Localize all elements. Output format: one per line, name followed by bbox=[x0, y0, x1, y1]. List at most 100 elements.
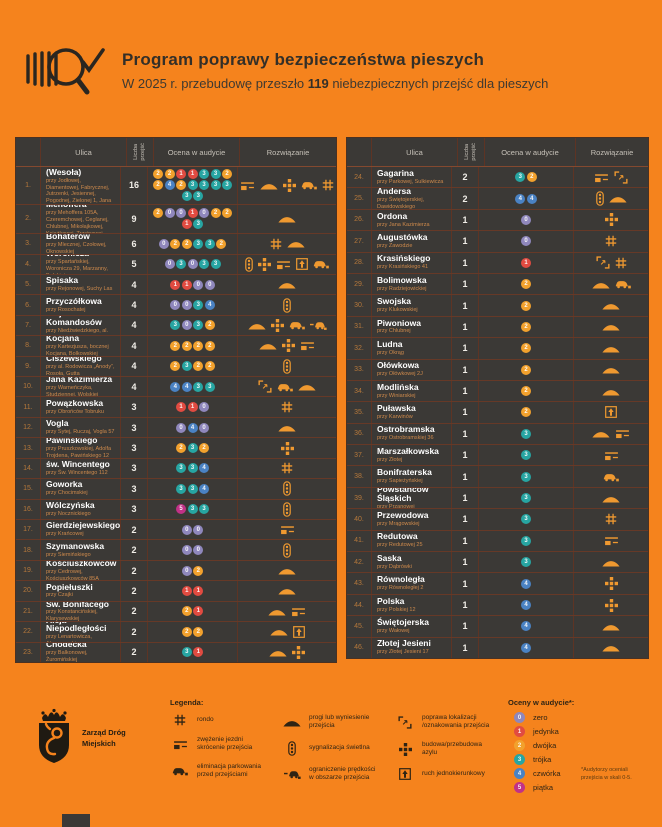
table-row: 13. Pawińskiego przy Pruszkowskiej, Adolfa… bbox=[16, 437, 336, 458]
rating-dot-2: 2 bbox=[521, 321, 531, 332]
roundabout-icon bbox=[322, 179, 334, 191]
traffic-light-icon bbox=[283, 542, 291, 558]
crossings-count-cell: 1 bbox=[451, 252, 478, 273]
street-cell: Jana Kazimierza przy Warneńczyka, Studzie… bbox=[40, 377, 120, 397]
table-row: 18. Szymanowska przy Siemińskiego 2 0 0 bbox=[16, 539, 336, 560]
crossings-count-cell: 2 bbox=[120, 601, 147, 622]
street-location: przy Rosochatej bbox=[46, 306, 86, 313]
street-cell: Złotej Jesieni przy Złotej Jesieni 17 bbox=[371, 637, 451, 658]
rating-dot-3: 3 bbox=[193, 238, 204, 249]
crossings-count-cell: 1 bbox=[451, 209, 478, 231]
crossings-count: 2 bbox=[131, 647, 137, 658]
street-cell: Mehoffera przy Mehoffera 105A, Czeremchow… bbox=[40, 204, 120, 234]
crossings-count: 1 bbox=[462, 236, 468, 247]
rank-number: 31. bbox=[354, 323, 364, 331]
rank-number: 15. bbox=[23, 485, 33, 493]
street-location: przy Polskiej 12 bbox=[377, 606, 416, 613]
audit-ratings-cell: 2 bbox=[478, 380, 573, 402]
table-row: 37. Marszałkowska przy Złotej 1 3 bbox=[347, 444, 648, 466]
audit-ratings-cell: 3 bbox=[478, 509, 573, 530]
rank-number: 13. bbox=[23, 444, 33, 452]
traffic-light-icon bbox=[282, 741, 302, 756]
rating-dot-2: 2 bbox=[199, 443, 209, 453]
table-row: 8. Kocjana przy Kartezjusza, bocznej Kocja… bbox=[16, 335, 336, 356]
column-solution: Rozwiązanie bbox=[239, 138, 336, 166]
magnifier-checkmark-icon bbox=[24, 36, 110, 109]
street-location: przy Obrońców Tobruku bbox=[46, 408, 104, 415]
table-row: 4. Woroniczaprzy Spartańskiej, Woronicza … bbox=[16, 253, 336, 274]
rating-dot-4: 4 bbox=[204, 300, 215, 311]
rating-dot-2: 2 bbox=[521, 386, 531, 397]
street-location: przy Nocznickiego bbox=[46, 510, 91, 517]
table-row: 27. Augustówka przy Zawodzie 1 0 bbox=[347, 230, 648, 252]
table-row: 14. św. Wincentego przy Św. Wincentego 112… bbox=[16, 457, 336, 479]
column-count-label: Liczba przejść bbox=[133, 143, 146, 161]
solutions-cell bbox=[237, 274, 336, 295]
street-name: Powstańców Śląskich bbox=[377, 486, 429, 504]
audit-ratings-cell: 2 bbox=[478, 338, 573, 359]
crossings-count: 4 bbox=[131, 381, 137, 392]
audit-ratings-cell: 0 bbox=[478, 231, 573, 252]
street-name: Aleja Komandosów bbox=[46, 316, 102, 328]
rating-dot-0: 0 bbox=[521, 236, 531, 247]
rank-number: 37. bbox=[354, 451, 364, 459]
road-narrowing-icon bbox=[615, 428, 630, 439]
solutions-cell bbox=[573, 423, 648, 445]
speed-hump-icon bbox=[269, 648, 287, 657]
roundabout-icon bbox=[170, 714, 190, 726]
roundabout-icon bbox=[605, 235, 617, 247]
solutions-cell bbox=[237, 479, 336, 499]
rating-dot-2: 2 bbox=[153, 208, 163, 219]
rating-dot-0: 0 bbox=[187, 259, 198, 270]
legend-column-1: rondo zwężenie jezdni skrócenie przejścia… bbox=[170, 714, 276, 780]
row-rank: 27. bbox=[347, 231, 371, 251]
rating-dot-2: 2 bbox=[153, 169, 163, 180]
rank-number: 27. bbox=[354, 237, 364, 245]
rank-number: 23. bbox=[23, 648, 33, 656]
table-row: 45. Świętojerska przy Wałowej 1 4 bbox=[347, 615, 648, 637]
refuge-island-icon bbox=[604, 213, 618, 227]
crossings-count: 3 bbox=[131, 463, 137, 474]
crossings-count: 2 bbox=[131, 585, 137, 596]
crossings-count: 1 bbox=[462, 535, 468, 546]
street-location: przy Jana Kazimierza bbox=[377, 221, 430, 228]
table-row: 41. Redutowa przy Redutowej 25 1 3 bbox=[347, 529, 648, 552]
street-name: Redutowa bbox=[377, 531, 418, 542]
rating-dot-0: 0 bbox=[176, 422, 186, 433]
crossings-count-cell: 2 bbox=[120, 581, 147, 601]
rating-dot-2: 2 bbox=[514, 740, 525, 751]
audit-ratings-cell: 3 bbox=[478, 466, 573, 487]
row-rank: 22. bbox=[16, 622, 40, 641]
table-row: 42. Saska przy Dąbrówki 1 3 bbox=[347, 551, 648, 573]
rating-dot-1: 1 bbox=[193, 585, 204, 596]
row-rank: 10. bbox=[16, 377, 40, 396]
subtitle-suffix: niebezpiecznych przejść dla pieszych bbox=[328, 76, 549, 91]
table-row: 38. Bonifraterska przy Sapieżyńskiej 1 3 bbox=[347, 465, 648, 487]
legend-label: ruch jednokierunkowy bbox=[422, 769, 485, 777]
rating-dot-0: 0 bbox=[521, 214, 531, 225]
street-location: przy Ołówkowej 2J bbox=[377, 371, 423, 378]
rating-dot-3: 3 bbox=[193, 219, 204, 230]
rating-dot-2: 2 bbox=[193, 565, 204, 576]
speed-hump-icon bbox=[278, 566, 296, 575]
streets-table-left: Ulica Liczba przejść Ocena w audycie Roz… bbox=[16, 138, 336, 662]
row-rank: 32. bbox=[347, 338, 371, 358]
crossings-count: 2 bbox=[462, 193, 468, 204]
rank-number: 14. bbox=[23, 464, 33, 472]
rating-dot-3: 3 bbox=[181, 361, 192, 372]
rating-dot-3: 3 bbox=[187, 443, 198, 453]
street-cell: Gierdziejewskiego przy Krańcowej bbox=[40, 520, 120, 540]
rating-dot-0: 0 bbox=[199, 422, 209, 433]
solutions-cell bbox=[573, 509, 648, 530]
column-solution: Rozwiązanie bbox=[575, 138, 648, 166]
crossings-count-cell: 1 bbox=[451, 316, 478, 338]
crossings-count: 1 bbox=[462, 386, 468, 397]
rating-dot-2: 2 bbox=[521, 364, 531, 375]
rating-dot-3: 3 bbox=[204, 238, 215, 249]
legend-item: zwężenie jezdni skrócenie przejścia bbox=[170, 736, 276, 753]
road-narrowing-icon bbox=[604, 535, 619, 546]
crossings-count-cell: 3 bbox=[120, 458, 147, 479]
street-location: przy Spartańskiej, Woronicza 29, Marzann… bbox=[46, 258, 108, 274]
